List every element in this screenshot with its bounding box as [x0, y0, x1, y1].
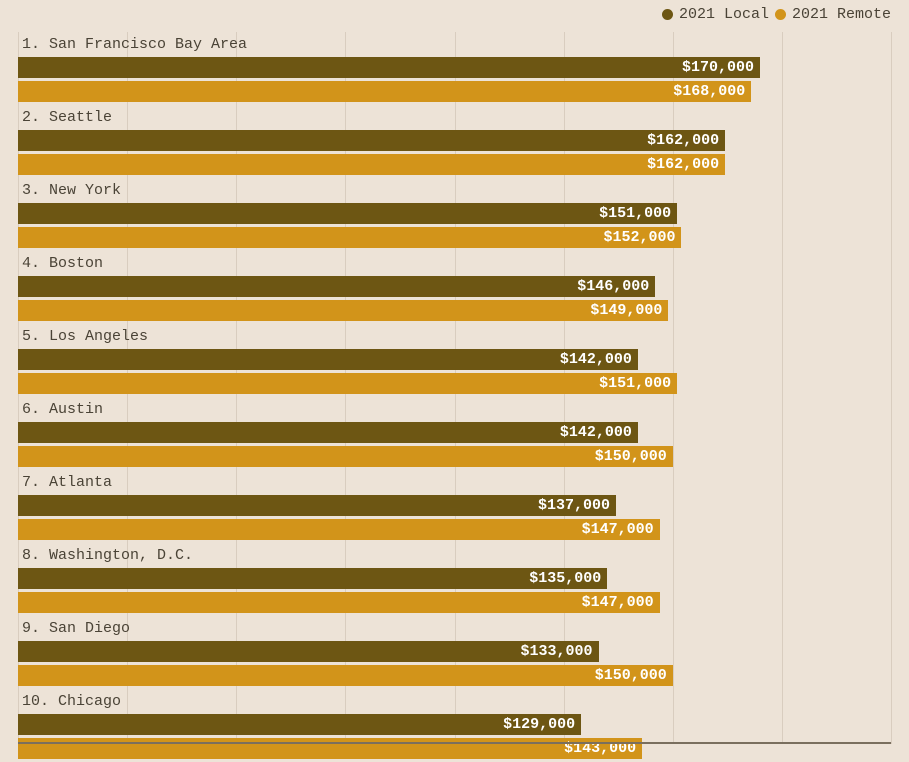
bar-value-label: $135,000	[529, 570, 601, 587]
bar-local-fill: $135,000	[18, 568, 607, 589]
bar-value-label: $129,000	[503, 716, 575, 733]
bar-local: $146,000	[18, 276, 891, 297]
chart-row: 6. Austin $142,000 $150,000	[18, 397, 891, 467]
city-label: 2. Seattle	[18, 105, 891, 130]
city-label: 3. New York	[18, 178, 891, 203]
city-label: 10. Chicago	[18, 689, 891, 714]
bar-local: $137,000	[18, 495, 891, 516]
bar-value-label: $149,000	[590, 302, 662, 319]
bar-local: $133,000	[18, 641, 891, 662]
bar-remote-fill: $147,000	[18, 519, 660, 540]
bar-value-label: $142,000	[560, 351, 632, 368]
bar-local-fill: $146,000	[18, 276, 655, 297]
legend-swatch-remote	[775, 9, 786, 20]
chart-row: 3. New York $151,000 $152,000	[18, 178, 891, 248]
chart-row: 2. Seattle $162,000 $162,000	[18, 105, 891, 175]
bar-remote: $162,000	[18, 154, 891, 175]
bar-local-fill: $137,000	[18, 495, 616, 516]
bar-local-fill: $133,000	[18, 641, 599, 662]
bar-remote: $147,000	[18, 592, 891, 613]
bar-value-label: $168,000	[673, 83, 745, 100]
bar-value-label: $150,000	[595, 667, 667, 684]
bar-remote-fill: $150,000	[18, 446, 673, 467]
bar-local: $129,000	[18, 714, 891, 735]
chart-row: 9. San Diego $133,000$150,000	[18, 616, 891, 686]
bar-remote: $151,000	[18, 373, 891, 394]
bar-local-fill: $142,000	[18, 422, 638, 443]
bar-value-label: $146,000	[577, 278, 649, 295]
bar-local-fill: $151,000	[18, 203, 677, 224]
bar-local: $142,000	[18, 349, 891, 370]
chart-row: 7. Atlanta $137,000 $147,000	[18, 470, 891, 540]
city-label: 8. Washington, D.C.	[18, 543, 891, 568]
bar-remote-fill: $151,000	[18, 373, 677, 394]
city-label: 1. San Francisco Bay Area	[18, 32, 891, 57]
bar-value-label: $142,000	[560, 424, 632, 441]
chart-row: 10. Chicago$129,000$143,000	[18, 689, 891, 759]
bar-local-fill: $129,000	[18, 714, 581, 735]
chart-legend: 2021 Local 2021 Remote	[662, 6, 891, 23]
bar-local: $162,000	[18, 130, 891, 151]
bar-remote: $147,000	[18, 519, 891, 540]
legend-label-remote: 2021 Remote	[792, 6, 891, 23]
legend-swatch-local	[662, 9, 673, 20]
bar-remote-fill: $150,000	[18, 665, 673, 686]
bar-value-label: $147,000	[582, 521, 654, 538]
bar-value-label: $147,000	[582, 594, 654, 611]
city-label: 6. Austin	[18, 397, 891, 422]
bar-value-label: $152,000	[603, 229, 675, 246]
bar-value-label: $162,000	[647, 132, 719, 149]
city-label: 9. San Diego	[18, 616, 891, 641]
bar-remote-fill: $168,000	[18, 81, 751, 102]
bar-local: $170,000	[18, 57, 891, 78]
bar-remote: $150,000	[18, 665, 891, 686]
bar-remote-fill: $152,000	[18, 227, 681, 248]
bar-value-label: $150,000	[595, 448, 667, 465]
bar-value-label: $133,000	[521, 643, 593, 660]
city-label: 7. Atlanta	[18, 470, 891, 495]
bar-value-label: $151,000	[599, 375, 671, 392]
chart-x-axis-line	[18, 742, 891, 744]
bar-remote: $168,000	[18, 81, 891, 102]
chart-row: 1. San Francisco Bay Area $170,000 $168,00…	[18, 32, 891, 102]
bar-local: $135,000	[18, 568, 891, 589]
bar-remote-fill: $147,000	[18, 592, 660, 613]
bar-local-fill: $162,000	[18, 130, 725, 151]
bar-value-label: $170,000	[682, 59, 754, 76]
bar-local: $151,000	[18, 203, 891, 224]
bar-value-label: $151,000	[599, 205, 671, 222]
gridline	[891, 32, 892, 744]
bar-remote-fill: $162,000	[18, 154, 725, 175]
bar-remote: $149,000	[18, 300, 891, 321]
bar-remote-fill: $149,000	[18, 300, 668, 321]
city-label: 5. Los Angeles	[18, 324, 891, 349]
chart-row: 5. Los Angeles $142,000 $151,000	[18, 324, 891, 394]
bar-value-label: $137,000	[538, 497, 610, 514]
chart-row: 8. Washington, D.C. $135,000 $147,000	[18, 543, 891, 613]
bar-local: $142,000	[18, 422, 891, 443]
bar-local-fill: $142,000	[18, 349, 638, 370]
city-label: 4. Boston	[18, 251, 891, 276]
legend-label-local: 2021 Local	[679, 6, 769, 23]
bar-remote: $150,000	[18, 446, 891, 467]
bar-local-fill: $170,000	[18, 57, 760, 78]
bar-remote: $152,000	[18, 227, 891, 248]
chart-area: 1. San Francisco Bay Area $170,000 $168,00…	[18, 32, 891, 762]
bar-value-label: $162,000	[647, 156, 719, 173]
chart-row: 4. Boston $146,000 $149,000	[18, 251, 891, 321]
